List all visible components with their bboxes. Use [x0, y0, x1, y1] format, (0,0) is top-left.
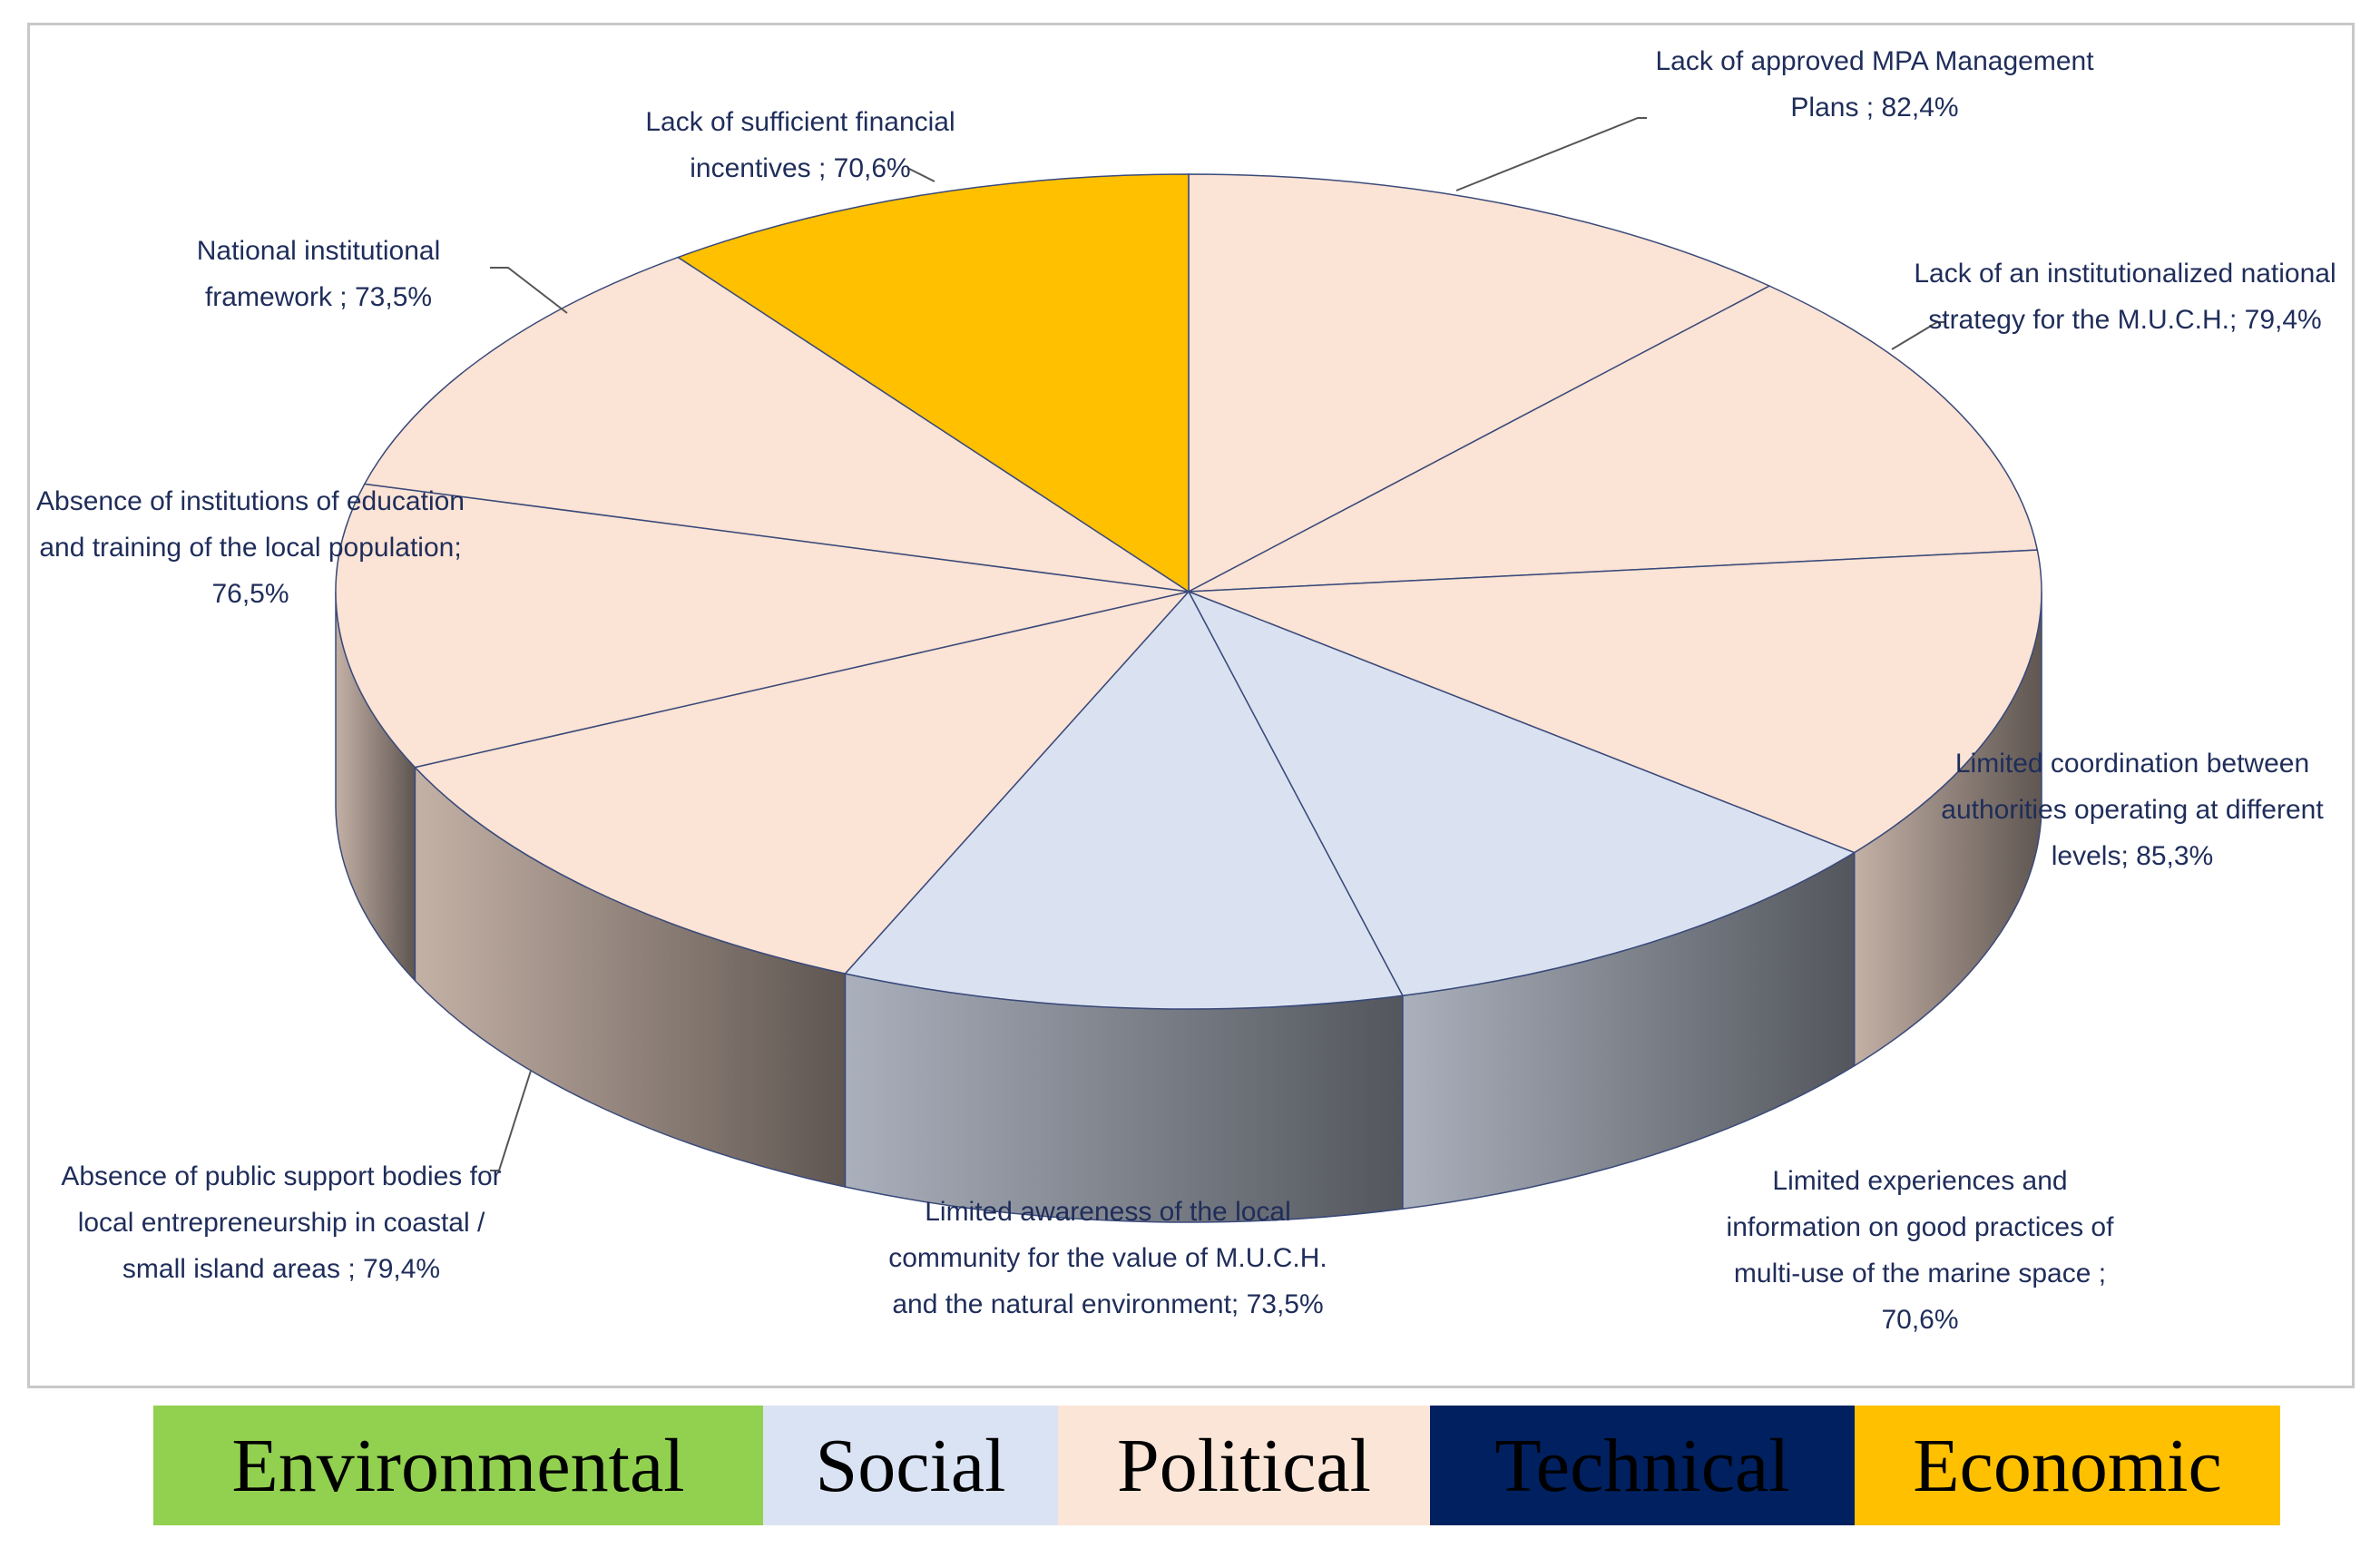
data-label-value: 85,3%: [2136, 841, 2214, 871]
legend-label: Technical: [1494, 1423, 1790, 1508]
pie-tops: [335, 173, 2042, 1010]
data-label-value: 76,5%: [211, 579, 289, 609]
data-label-value: 70,6%: [833, 153, 911, 183]
data-label: National institutional framework ; 73,5%: [155, 228, 482, 320]
legend-item: Political: [1058, 1406, 1430, 1525]
data-label: Limited awareness of the local community…: [881, 1189, 1335, 1328]
data-label-value: 70,6%: [1881, 1305, 1959, 1335]
data-label-text: National institutional framework ;: [196, 236, 441, 312]
data-label: Lack of an institutionalized national st…: [1912, 250, 2338, 343]
data-label-value: 79,4%: [363, 1254, 441, 1284]
data-label: Limited coordination between authorities…: [1915, 740, 2350, 879]
data-label-text: Lack of an institutionalized national st…: [1914, 259, 2336, 335]
leader-line: [490, 1070, 532, 1171]
leader-line: [490, 267, 568, 314]
legend-label: Social: [815, 1423, 1006, 1508]
legend-label: Economic: [1913, 1423, 2222, 1508]
slice: [1188, 549, 2042, 854]
data-label: Lack of sufficient financial incentives …: [605, 99, 995, 191]
leader-lines: [490, 117, 1946, 1171]
legend-item: Social: [763, 1406, 1058, 1525]
data-label: Limited experiences and information on g…: [1702, 1158, 2138, 1343]
data-label-value: 73,5%: [354, 282, 433, 312]
data-label-text: Limited coordination between authorities…: [1941, 749, 2324, 871]
slice-side: [844, 973, 1404, 1223]
leader-line: [906, 167, 935, 182]
data-label: Absence of public support bodies for loc…: [54, 1153, 508, 1292]
data-label-text: Absence of public support bodies for loc…: [61, 1161, 502, 1284]
slice: [1187, 590, 1856, 997]
legend-label: Environmental: [231, 1423, 685, 1508]
data-label-text: Absence of institutions of education and…: [36, 486, 465, 563]
data-label: Lack of approved MPA Management Plans ; …: [1648, 38, 2101, 131]
data-label-value: 73,5%: [1246, 1289, 1324, 1319]
data-label-text: Lack of sufficient financial incentives …: [645, 107, 955, 183]
data-label-text: Limited awareness of the local community…: [888, 1197, 1327, 1319]
data-label: Absence of institutions of education and…: [33, 478, 468, 617]
data-label-text: Lack of approved MPA Management Plans ;: [1655, 46, 2094, 122]
data-label-value: 82,4%: [1881, 93, 1959, 122]
legend: Environmental Social Political Technical Eco…: [153, 1406, 2280, 1525]
slice: [363, 256, 1190, 593]
chart-frame: [27, 23, 2355, 1388]
leader-line: [1455, 117, 1647, 191]
data-label-text: Limited experiences and information on g…: [1726, 1166, 2114, 1288]
data-label-value: 79,4%: [2244, 305, 2322, 335]
slice: [843, 590, 1405, 1010]
slice: [335, 483, 1190, 769]
legend-item: Economic: [1855, 1406, 2280, 1525]
legend-item: Technical: [1430, 1406, 1855, 1525]
slice: [1188, 285, 2039, 593]
slice: [676, 173, 1190, 593]
slice: [413, 590, 1191, 975]
pie-sides: [335, 591, 2042, 1223]
slice: [1188, 173, 1771, 593]
legend-label: Political: [1117, 1423, 1371, 1508]
legend-item: Environmental: [153, 1406, 763, 1525]
leader-line: [1891, 321, 1946, 350]
